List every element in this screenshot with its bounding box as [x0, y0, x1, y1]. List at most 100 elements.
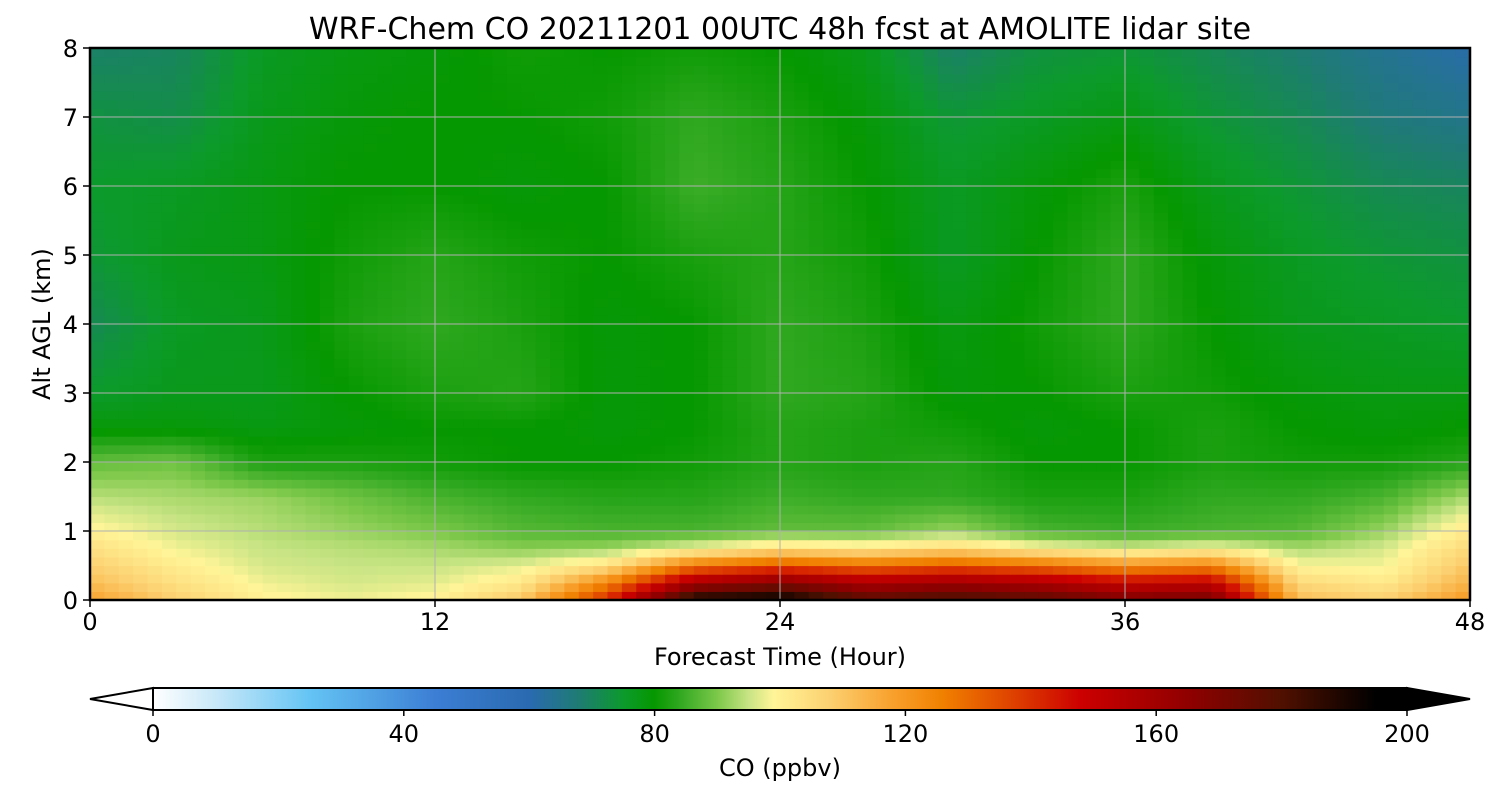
heatmap-cell: [1225, 194, 1241, 204]
heatmap-cell: [1196, 556, 1212, 567]
heatmap-cell: [1283, 246, 1299, 256]
heatmap-cell: [995, 401, 1011, 411]
heatmap-cell: [262, 444, 278, 454]
heatmap-cell: [1254, 194, 1270, 204]
heatmap-cell: [938, 255, 954, 265]
heatmap-cell: [636, 255, 652, 265]
heatmap-cell: [133, 418, 149, 429]
heatmap-cell: [406, 272, 422, 282]
heatmap-cell: [751, 280, 767, 291]
heatmap-cell: [233, 436, 249, 446]
heatmap-cell: [593, 418, 609, 429]
heatmap-cell: [1153, 556, 1169, 567]
heatmap-cell: [938, 393, 954, 403]
heatmap-cell: [1067, 367, 1083, 377]
heatmap-cell: [1225, 349, 1241, 360]
heatmap-cell: [291, 237, 307, 247]
heatmap-cell: [435, 539, 450, 549]
heatmap-cell: [607, 496, 623, 506]
heatmap-cell: [1398, 255, 1414, 265]
heatmap-cell: [90, 522, 105, 532]
heatmap-cell: [1311, 582, 1327, 592]
heatmap-cell: [1053, 487, 1069, 498]
heatmap-cell: [1369, 496, 1385, 506]
heatmap-cell: [492, 211, 508, 222]
heatmap-cell: [348, 462, 364, 472]
heatmap-cell: [1067, 496, 1083, 506]
heatmap-cell: [320, 418, 335, 429]
heatmap-cell: [1355, 539, 1370, 549]
heatmap-cell: [219, 272, 235, 282]
heatmap-cell: [1125, 349, 1140, 360]
heatmap-cell: [550, 315, 565, 325]
heatmap-cell: [679, 341, 695, 351]
heatmap-cell: [880, 470, 896, 480]
heatmap-cell: [463, 453, 479, 463]
heatmap-cell: [276, 375, 292, 385]
heatmap-cell: [1211, 393, 1227, 403]
heatmap-cell: [794, 582, 810, 592]
heatmap-cell: [1096, 393, 1112, 403]
heatmap-cell: [219, 324, 235, 334]
heatmap-cell: [751, 324, 767, 334]
heatmap-cell: [248, 565, 264, 575]
heatmap-cell: [219, 229, 235, 239]
heatmap-cell: [176, 444, 192, 454]
heatmap-cell: [377, 496, 393, 506]
heatmap-cell: [334, 186, 350, 196]
heatmap-cell: [435, 574, 450, 584]
heatmap-cell: [823, 513, 839, 523]
heatmap-cell: [147, 298, 163, 308]
heatmap-cell: [550, 151, 565, 161]
heatmap-cell: [1211, 522, 1227, 532]
heatmap-cell: [1297, 280, 1313, 291]
heatmap-cell: [1398, 341, 1414, 351]
heatmap-cell: [1369, 462, 1385, 472]
heatmap-cell: [952, 332, 968, 342]
heatmap-cell: [291, 298, 307, 308]
heatmap-cell: [348, 298, 364, 308]
heatmap-cell: [909, 375, 925, 385]
heatmap-cell: [1311, 160, 1327, 170]
heatmap-cell: [995, 367, 1011, 377]
heatmap-cell: [823, 332, 839, 342]
heatmap-cell: [1412, 470, 1428, 480]
heatmap-cell: [377, 479, 393, 489]
heatmap-cell: [1412, 306, 1428, 316]
heatmap-cell: [1254, 401, 1270, 411]
heatmap-cell: [276, 574, 292, 584]
heatmap-cell: [693, 436, 709, 446]
heatmap-cell: [1297, 470, 1313, 480]
heatmap-cell: [1053, 522, 1069, 532]
heatmap-cell: [1196, 565, 1212, 575]
heatmap-cell: [650, 410, 666, 420]
heatmap-cell: [1398, 418, 1414, 429]
heatmap-cell: [995, 375, 1011, 385]
heatmap-cell: [1398, 306, 1414, 316]
heatmap-cell: [1010, 384, 1025, 394]
heatmap-cell: [420, 168, 436, 178]
heatmap-cell: [1441, 565, 1457, 575]
heatmap-cell: [1110, 574, 1126, 584]
heatmap-cell: [1139, 332, 1155, 342]
heatmap-cell: [463, 565, 479, 575]
heatmap-cell: [1412, 401, 1428, 411]
heatmap-cell: [794, 298, 810, 308]
heatmap-cell: [1326, 367, 1342, 377]
heatmap-cell: [808, 186, 824, 196]
heatmap-cell: [708, 556, 724, 567]
heatmap-cell: [1067, 505, 1083, 515]
heatmap-cell: [607, 436, 623, 446]
heatmap-cell: [923, 211, 939, 222]
heatmap-cell: [1024, 393, 1040, 403]
heatmap-cell: [1383, 255, 1399, 265]
heatmap-cell: [90, 272, 105, 282]
heatmap-cell: [981, 548, 997, 558]
heatmap-cell: [578, 453, 594, 463]
heatmap-cell: [722, 393, 738, 403]
heatmap-cell: [564, 220, 580, 230]
heatmap-cell: [794, 496, 810, 506]
heatmap-cell: [1283, 496, 1299, 506]
heatmap-cell: [895, 462, 910, 472]
heatmap-cell: [1268, 487, 1284, 498]
